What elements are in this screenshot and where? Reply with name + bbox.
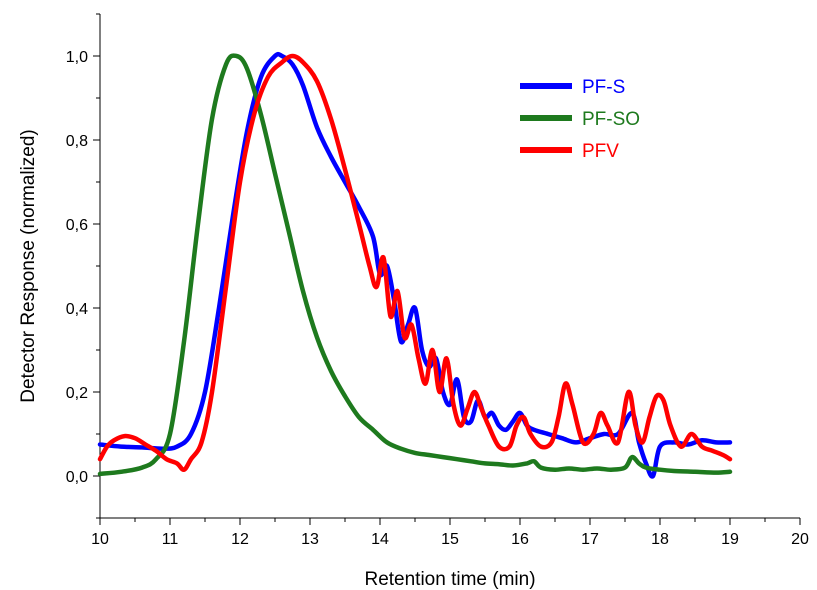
series-line-pfv [97,53,733,472]
x-tick-label: 14 [371,531,389,548]
x-tick-label: 17 [581,531,599,548]
axes-layer: 10 11 12 13 14 15 16 17 18 19 20 0,0 0,2 0,4 0,6 0,8 1,0 [66,13,809,548]
x-tick-label: 18 [651,531,669,548]
y-tick-label: 0,6 [66,217,88,234]
y-tick-label: 0,2 [66,385,88,402]
x-tick-label: 11 [162,531,179,548]
y-tick-label: 0,8 [66,133,88,150]
x-tick-label: 19 [721,531,739,548]
legend-label-pfv: PFV [582,141,619,162]
series-layer [97,51,733,479]
x-tick-label: 20 [791,531,809,548]
legend-label-pf-so: PF-SO [582,109,640,130]
x-tick-label: 13 [301,531,319,548]
y-axis-title: Detector Response (normalized) [18,129,39,403]
x-axis-title: Retention time (min) [364,569,535,590]
x-tick-label: 10 [91,531,109,548]
x-tick-label: 12 [231,531,249,548]
x-tick-label: 15 [441,531,459,548]
series-line-pf-so [97,53,733,477]
y-tick-label: 0,0 [66,469,88,486]
x-tick-label: 16 [511,531,529,548]
y-tick-label: 0,4 [66,301,88,318]
legend: PF-S PF-SO PFV [520,77,640,162]
legend-label-pf-s: PF-S [582,77,625,98]
y-tick-label: 1,0 [66,49,88,66]
